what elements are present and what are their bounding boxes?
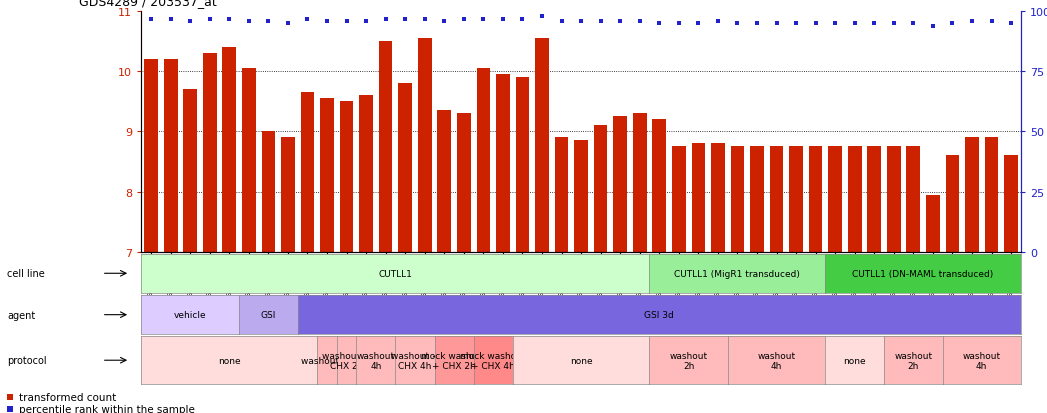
Bar: [887, 147, 900, 252]
Bar: [183, 90, 197, 252]
Text: vehicle: vehicle: [174, 311, 206, 319]
Text: washout
2h: washout 2h: [894, 351, 933, 370]
Bar: [163, 60, 178, 252]
Bar: [848, 147, 862, 252]
Bar: [496, 75, 510, 252]
Bar: [750, 147, 764, 252]
Text: GDS4289 / 203537_at: GDS4289 / 203537_at: [79, 0, 217, 8]
Bar: [476, 69, 490, 252]
Text: washout +
CHX 4h: washout + CHX 4h: [391, 351, 439, 370]
Text: mock washout
+ CHX 4h: mock washout + CHX 4h: [461, 351, 526, 370]
Text: washout
4h: washout 4h: [357, 351, 395, 370]
Text: washout
2h: washout 2h: [669, 351, 708, 370]
Bar: [535, 39, 549, 252]
Bar: [965, 138, 979, 252]
Bar: [359, 96, 373, 252]
Text: washout
4h: washout 4h: [962, 351, 1001, 370]
Text: none: none: [218, 356, 241, 365]
Text: washout +
CHX 2h: washout + CHX 2h: [322, 351, 371, 370]
Bar: [574, 141, 588, 252]
Bar: [320, 99, 334, 252]
Text: none: none: [844, 356, 866, 365]
Bar: [926, 195, 940, 252]
Bar: [242, 69, 255, 252]
Text: CUTLL1 (DN-MAML transduced): CUTLL1 (DN-MAML transduced): [852, 269, 994, 278]
Bar: [770, 147, 783, 252]
Bar: [789, 147, 803, 252]
Bar: [398, 84, 413, 252]
Text: GSI: GSI: [261, 311, 276, 319]
Bar: [614, 117, 627, 252]
Bar: [1004, 156, 1018, 252]
Bar: [203, 54, 217, 252]
Text: CUTLL1: CUTLL1: [378, 269, 413, 278]
Text: protocol: protocol: [7, 355, 47, 366]
Bar: [907, 147, 920, 252]
Bar: [731, 147, 744, 252]
Bar: [281, 138, 295, 252]
Text: transformed count: transformed count: [19, 392, 116, 402]
Bar: [379, 43, 393, 252]
Text: CUTLL1 (MigR1 transduced): CUTLL1 (MigR1 transduced): [674, 269, 800, 278]
Bar: [672, 147, 686, 252]
Bar: [711, 144, 725, 252]
Bar: [652, 120, 666, 252]
Bar: [339, 102, 354, 252]
Bar: [456, 114, 471, 252]
Text: cell line: cell line: [7, 268, 45, 279]
Bar: [418, 39, 431, 252]
Bar: [515, 78, 530, 252]
Bar: [144, 60, 158, 252]
Bar: [555, 138, 569, 252]
Bar: [438, 111, 451, 252]
Bar: [828, 147, 842, 252]
Text: none: none: [570, 356, 593, 365]
Bar: [262, 132, 275, 252]
Bar: [222, 48, 237, 252]
Bar: [632, 114, 647, 252]
Text: washout 2h: washout 2h: [300, 356, 353, 365]
Bar: [867, 147, 882, 252]
Bar: [945, 156, 959, 252]
Bar: [691, 144, 706, 252]
Text: agent: agent: [7, 310, 36, 320]
Text: mock washout
+ CHX 2h: mock washout + CHX 2h: [421, 351, 487, 370]
Bar: [808, 147, 823, 252]
Bar: [594, 126, 607, 252]
Text: GSI 3d: GSI 3d: [644, 311, 674, 319]
Bar: [300, 93, 314, 252]
Text: washout
4h: washout 4h: [757, 351, 796, 370]
Bar: [984, 138, 999, 252]
Text: percentile rank within the sample: percentile rank within the sample: [19, 404, 195, 413]
